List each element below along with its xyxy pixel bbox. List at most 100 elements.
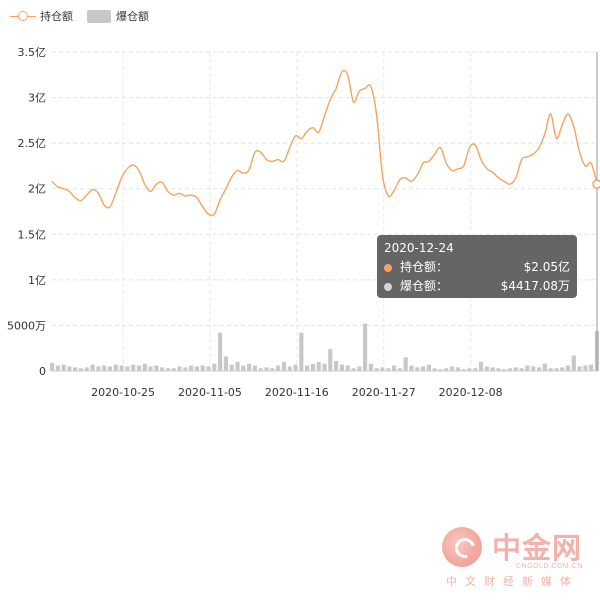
tooltip-date: 2020-12-24 <box>384 241 454 255</box>
chart-legend[interactable]: 持仓额 爆仓额 <box>10 8 163 24</box>
liquidation-bar <box>293 364 298 371</box>
y-tick-label: 2亿 <box>28 183 46 196</box>
liquidation-bar <box>334 360 339 371</box>
x-tick-label: 2020-11-27 <box>352 386 416 399</box>
liquidation-bar <box>160 367 165 371</box>
liquidation-bar <box>276 365 281 371</box>
liquidation-bar <box>473 368 478 371</box>
x-tick-label: 2020-10-25 <box>91 386 155 399</box>
liquidation-bar <box>177 366 182 371</box>
tooltip-name-liquidation: 爆仓额： <box>400 279 449 293</box>
liquidation-bar <box>316 361 321 371</box>
liquidation-bar <box>502 369 507 371</box>
liquidation-bar <box>235 361 240 371</box>
liquidation-bar <box>403 357 408 371</box>
liquidation-bar <box>571 355 576 371</box>
cngold-logo-icon <box>442 527 482 567</box>
liquidation-bar <box>386 368 391 371</box>
liquidation-bar <box>374 368 379 371</box>
liquidation-bar <box>444 368 449 371</box>
liquidation-bar <box>368 363 373 371</box>
liquidation-bar <box>200 365 205 371</box>
liquidation-bar <box>305 365 310 371</box>
liquidation-bar <box>125 366 130 371</box>
liquidation-bar <box>583 365 588 371</box>
liquidation-bar <box>467 368 472 371</box>
liquidation-bar <box>119 365 124 371</box>
liquidation-bar <box>218 332 223 371</box>
liquidation-bar <box>78 368 84 371</box>
liquidation-bar <box>589 364 594 371</box>
y-tick-label: 2.5亿 <box>18 137 47 150</box>
liquidation-bar <box>351 368 356 371</box>
liquidation-bar <box>432 368 437 371</box>
liquidation-bar <box>490 367 495 371</box>
liquidation-bar <box>206 366 211 371</box>
liquidation-bar <box>380 367 385 371</box>
liquidation-bar <box>536 367 542 371</box>
tooltip-dot-open-interest-icon <box>384 263 392 272</box>
liquidation-bar <box>194 366 200 371</box>
liquidation-bar <box>183 367 188 371</box>
liquidation-bar <box>247 363 252 371</box>
liquidation-bar <box>362 323 368 371</box>
liquidation-bar <box>507 368 513 371</box>
liquidation-bar <box>299 332 304 371</box>
liquidation-bar <box>560 367 565 371</box>
liquidation-bar <box>131 364 136 371</box>
liquidation-bar <box>171 368 176 371</box>
liquidation-bar <box>548 368 553 371</box>
liquidation-bar <box>90 364 95 371</box>
y-tick-label: 1亿 <box>28 274 46 287</box>
liquidation-bar <box>310 363 315 371</box>
liquidation-bar <box>212 363 217 371</box>
liquidation-bar <box>391 365 397 371</box>
liquidation-bar <box>113 364 118 371</box>
liquidation-bar <box>61 364 66 371</box>
liquidation-bar <box>426 364 431 371</box>
liquidation-bar <box>55 365 60 371</box>
liquidation-bar <box>565 365 571 371</box>
x-tick-label: 2020-11-16 <box>265 386 329 399</box>
legend-label-open-interest: 持仓额 <box>40 10 73 23</box>
y-tick-label: 3.5亿 <box>18 46 47 59</box>
legend-item-liquidation[interactable]: 爆仓额 <box>87 8 149 24</box>
cngold-watermark: 中金网 CNGOLD.COM.CN 中文财经新媒体 <box>440 525 590 595</box>
liquidation-bar <box>496 368 501 371</box>
tooltip-row-liquidation: 爆仓额： $4417.08万 <box>384 277 570 296</box>
liquidation-bar <box>455 367 460 371</box>
x-tick-label: 2020-12-08 <box>439 386 503 399</box>
y-tick-label: 3亿 <box>28 92 46 105</box>
liquidation-bar <box>513 367 518 371</box>
liquidation-bar <box>438 369 443 371</box>
liquidation-bar <box>165 368 171 371</box>
liquidation-bar <box>449 366 455 371</box>
liquidation-bar <box>189 365 194 371</box>
liquidation-bar <box>554 368 559 371</box>
chart-tooltip: 2020-12-24 持仓额： $2.05亿 爆仓额： $4417.08万 <box>377 235 577 298</box>
liquidation-bar <box>339 364 344 371</box>
liquidation-bar <box>328 349 333 371</box>
liquidation-bar <box>409 365 414 371</box>
liquidation-bar <box>223 356 229 371</box>
watermark-tagline: 中文财经新媒体 <box>446 575 579 588</box>
watermark-name: 中金网 <box>492 531 583 565</box>
liquidation-bar <box>107 366 113 371</box>
liquidation-bar <box>397 368 402 371</box>
liquidation-bar <box>461 369 466 371</box>
liquidation-bar <box>287 366 292 371</box>
liquidation-bar <box>258 368 263 371</box>
liquidation-bar <box>154 365 159 371</box>
liquidation-bar <box>252 365 258 371</box>
x-tick-label: 2020-11-05 <box>178 386 242 399</box>
tooltip-name-open-interest: 持仓额： <box>400 260 449 274</box>
y-tick-label: 5000万 <box>7 319 46 332</box>
hover-point <box>592 179 600 189</box>
legend-item-open-interest[interactable]: 持仓额 <box>10 8 73 24</box>
liquidation-bar <box>96 366 101 371</box>
liquidation-bar <box>270 368 275 371</box>
liquidation-bar <box>148 366 153 371</box>
liquidation-bar <box>531 366 536 371</box>
